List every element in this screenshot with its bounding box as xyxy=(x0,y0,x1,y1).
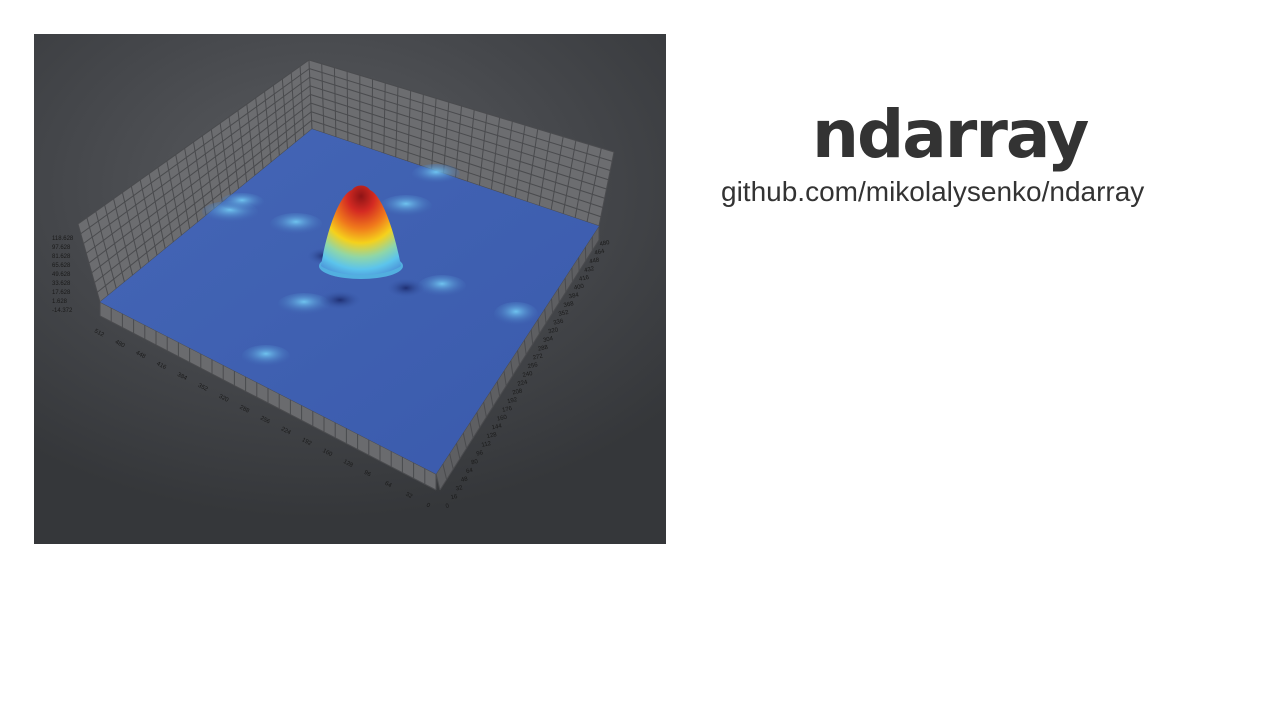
y-tick-label: 176 xyxy=(502,406,514,414)
y-tick-label: 112 xyxy=(481,441,492,449)
y-tick-label: 448 xyxy=(589,257,601,265)
y-tick-label: 464 xyxy=(594,249,606,257)
repo-url[interactable]: github.com/mikolalysenko/ndarray xyxy=(721,176,1145,207)
y-tick-label: 48 xyxy=(461,476,469,483)
surface-peak xyxy=(319,185,403,279)
z-tick-label: 65.628 xyxy=(52,263,71,269)
y-tick-label: 352 xyxy=(558,310,570,318)
surface-plot: 118.628 97.628 81.628 65.628 49.628 33.628 17.… xyxy=(52,59,615,510)
y-tick-label: 240 xyxy=(522,371,534,379)
z-tick-label: 118.628 xyxy=(52,236,74,242)
y-tick-label: 80 xyxy=(471,459,479,466)
x-tick-label: 32 xyxy=(404,492,413,501)
z-tick-label: 81.628 xyxy=(52,254,71,260)
ripple-bump xyxy=(242,345,290,367)
y-tick-label: 0 xyxy=(445,503,450,510)
ripple-dip xyxy=(320,291,360,309)
y-tick-label: 288 xyxy=(538,345,550,353)
z-tick-label: 97.628 xyxy=(52,245,71,251)
z-axis-ticks: 118.628 97.628 81.628 65.628 49.628 33.628 17.… xyxy=(52,236,74,314)
y-tick-label: 128 xyxy=(486,432,498,440)
y-tick-label: 208 xyxy=(512,388,524,396)
y-tick-label: 272 xyxy=(532,353,544,361)
x-tick-label: 0 xyxy=(425,502,431,509)
y-tick-label: 64 xyxy=(466,468,474,475)
ripple-bump xyxy=(270,213,322,235)
back-wall-right xyxy=(308,59,615,227)
x-tick-label: 192 xyxy=(301,437,313,447)
x-tick-label: 288 xyxy=(238,405,250,415)
y-tick-label: 192 xyxy=(507,397,519,405)
x-tick-label: 320 xyxy=(218,394,230,404)
y-tick-label: 304 xyxy=(543,336,555,344)
ripple-bump xyxy=(380,195,432,217)
z-tick-label: -14.372 xyxy=(52,308,73,314)
y-tick-label: 416 xyxy=(579,275,591,283)
y-tick-label: 16 xyxy=(450,494,458,501)
z-tick-label: 33.628 xyxy=(52,281,71,287)
y-tick-label: 432 xyxy=(584,266,596,274)
z-tick-label: 1.628 xyxy=(52,299,68,305)
y-tick-label: 480 xyxy=(599,240,611,248)
ripple-bump xyxy=(418,275,466,297)
ripple-bump xyxy=(220,193,264,211)
y-tick-label: 320 xyxy=(548,327,560,335)
y-tick-label: 368 xyxy=(563,301,575,309)
slide-title: ndarray xyxy=(812,96,1089,173)
x-tick-label: 224 xyxy=(280,426,292,436)
x-tick-label: 384 xyxy=(176,372,188,382)
y-tick-label: 400 xyxy=(574,284,586,292)
x-tick-label: 416 xyxy=(155,361,167,371)
y-tick-label: 336 xyxy=(553,318,565,326)
x-tick-label: 512 xyxy=(93,328,105,338)
y-tick-label: 224 xyxy=(517,380,529,388)
y-tick-label: 160 xyxy=(497,415,509,423)
y-tick-label: 384 xyxy=(568,292,580,300)
back-wall-left xyxy=(77,59,313,303)
x-tick-label: 448 xyxy=(135,350,147,360)
y-tick-label: 96 xyxy=(476,450,484,457)
x-tick-label: 128 xyxy=(342,459,354,469)
x-tick-label: 160 xyxy=(321,448,333,458)
x-tick-label: 96 xyxy=(363,470,372,479)
x-tick-label: 480 xyxy=(114,339,126,349)
ripple-dip xyxy=(388,279,424,297)
y-axis-ticks: 4804644484324164003843683523363203042882… xyxy=(445,240,611,510)
y-tick-label: 32 xyxy=(455,485,463,492)
ripple-bump xyxy=(494,302,538,326)
x-tick-label: 64 xyxy=(384,481,393,490)
surface-floor xyxy=(100,129,599,474)
x-axis-ticks: 5124804484163843523202882562241921601289… xyxy=(93,328,431,509)
y-tick-label: 144 xyxy=(491,423,503,431)
x-tick-label: 352 xyxy=(197,383,209,393)
z-tick-label: 17.628 xyxy=(52,290,71,296)
surface-plot-figure: 118.628 97.628 81.628 65.628 49.628 33.628 17.… xyxy=(34,34,666,544)
ripple-bump xyxy=(412,164,460,184)
x-tick-label: 256 xyxy=(259,415,271,425)
ripple-bump xyxy=(278,293,330,315)
y-tick-label: 256 xyxy=(527,362,539,370)
z-tick-label: 49.628 xyxy=(52,272,71,278)
